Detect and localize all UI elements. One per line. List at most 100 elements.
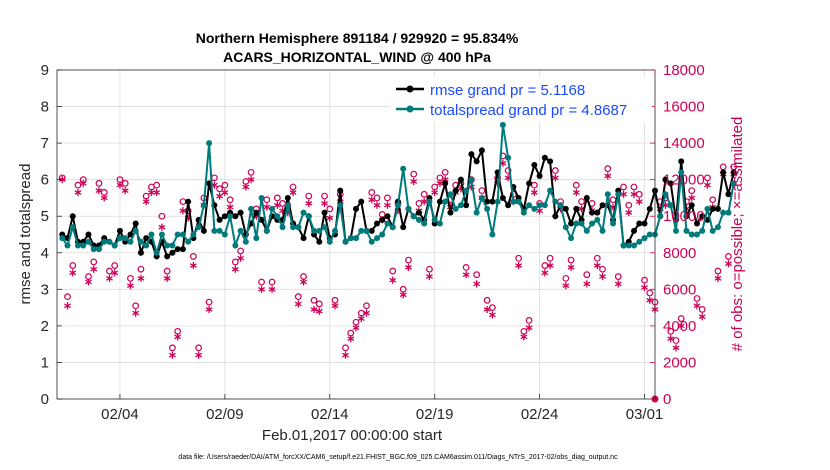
spread-series-point	[153, 249, 160, 256]
spread-series-point	[148, 231, 155, 238]
spread-series-point	[610, 220, 617, 227]
spread-series-point	[693, 231, 700, 238]
obs-assimilated-point	[572, 188, 580, 197]
spread-series-point	[510, 198, 517, 205]
rmse-series-point	[116, 227, 123, 234]
obs-assimilated-point	[520, 333, 528, 341]
spread-series-point	[589, 220, 596, 227]
obs-possible-point	[693, 295, 701, 302]
obs-possible-point	[273, 194, 281, 202]
obs-assimilated-point	[153, 188, 161, 197]
rmse-series-point	[284, 194, 291, 201]
obs-possible-point	[384, 194, 391, 202]
obs-possible-point	[163, 267, 171, 275]
spread-series-point	[552, 198, 559, 205]
spread-series-point	[688, 231, 695, 238]
spread-series-point	[421, 220, 428, 227]
y-left-tick-label: 3	[41, 281, 49, 298]
y-right-tick-label: 8000	[663, 245, 696, 262]
legend-spread-marker	[406, 105, 414, 113]
spread-series-point	[179, 231, 186, 238]
obs-possible-point	[583, 271, 591, 279]
rmse-series-point	[531, 162, 538, 169]
spread-series-point	[678, 169, 685, 176]
obs-assimilated-point	[79, 179, 87, 187]
y-right-tick-label: 14000	[663, 135, 705, 152]
rmse-series-point	[646, 205, 653, 212]
y-left-tick-label: 7	[41, 135, 49, 152]
spread-series-point	[206, 140, 213, 147]
spread-series-point	[373, 235, 380, 242]
spread-series-point	[699, 227, 706, 234]
obs-possible-point	[635, 190, 643, 198]
spread-series-point	[452, 205, 459, 212]
spread-series-point	[90, 246, 97, 253]
obs-assimilated-point	[294, 300, 302, 308]
obs-possible-point	[405, 256, 412, 264]
obs-assimilated-point	[90, 265, 98, 273]
rmse-series-point	[185, 198, 192, 205]
spread-series-point	[641, 235, 648, 242]
obs-possible-point	[258, 278, 265, 286]
obs-possible-point	[321, 192, 328, 200]
spread-series-point	[379, 231, 386, 238]
spread-series-point	[143, 242, 150, 249]
spread-series-point	[515, 198, 522, 205]
spread-series-point	[164, 242, 171, 249]
obs-possible-point	[231, 258, 239, 266]
spread-series-point	[284, 202, 291, 209]
spread-series-point	[347, 235, 354, 242]
obs-possible-point	[441, 168, 449, 176]
rmse-series-point	[725, 191, 732, 198]
spread-series-point	[442, 198, 449, 205]
rmse-series-point	[69, 213, 76, 220]
obs-possible-point	[483, 296, 491, 304]
y-right-tick-label: 4000	[663, 318, 696, 335]
obs-possible-point	[672, 337, 680, 344]
obs-assimilated-point	[300, 278, 307, 286]
obs-possible-point	[567, 256, 575, 264]
rmse-series-point	[526, 180, 533, 187]
spread-series-point	[620, 242, 627, 249]
spread-series-point	[505, 154, 512, 161]
obs-possible-point	[709, 196, 717, 204]
spread-series-point	[531, 205, 538, 212]
rmse-series-point	[505, 202, 512, 209]
legend: rmse grand pr = 5.1168 totalspread grand…	[390, 76, 652, 122]
spread-series-point	[410, 213, 417, 220]
obs-assimilated-point	[425, 272, 433, 281]
spread-series-point	[400, 165, 407, 172]
obs-possible-point	[263, 196, 271, 204]
obs-assimilated-point	[321, 199, 328, 208]
rmse-series-point	[457, 176, 464, 183]
spread-series-point	[232, 242, 239, 249]
obs-possible-point	[478, 187, 486, 195]
spread-series-point	[394, 202, 401, 209]
obs-possible-point	[599, 265, 606, 273]
spread-series-point	[463, 187, 470, 194]
spread-series-point	[704, 205, 711, 212]
spread-series-point	[683, 227, 690, 234]
spread-series-point	[337, 202, 344, 209]
obs-assimilated-point	[704, 181, 711, 189]
obs-possible-point	[305, 192, 313, 200]
plot-area	[57, 70, 655, 399]
obs-assimilated-point	[132, 309, 140, 317]
obs-assimilated-point	[237, 254, 245, 262]
obs-assimilated-point	[672, 344, 680, 352]
y-right-tick-label: 10000	[663, 208, 705, 225]
rmse-series-point	[489, 198, 496, 205]
y-left-tick-label: 8	[41, 99, 49, 116]
obs-assimilated-point	[205, 305, 213, 314]
spread-series-point	[195, 224, 202, 231]
obs-assimilated-point	[410, 177, 418, 186]
obs-assimilated-point	[231, 265, 239, 273]
obs-assimilated-point	[258, 285, 266, 293]
rmse-series-point	[573, 205, 580, 212]
rmse-series-point	[720, 169, 727, 176]
spread-series-point	[578, 220, 585, 227]
obs-assimilated-point	[357, 314, 365, 323]
spread-series-point	[478, 194, 485, 201]
x-tick-label: 02/09	[206, 406, 244, 423]
spread-series-point	[389, 224, 396, 231]
